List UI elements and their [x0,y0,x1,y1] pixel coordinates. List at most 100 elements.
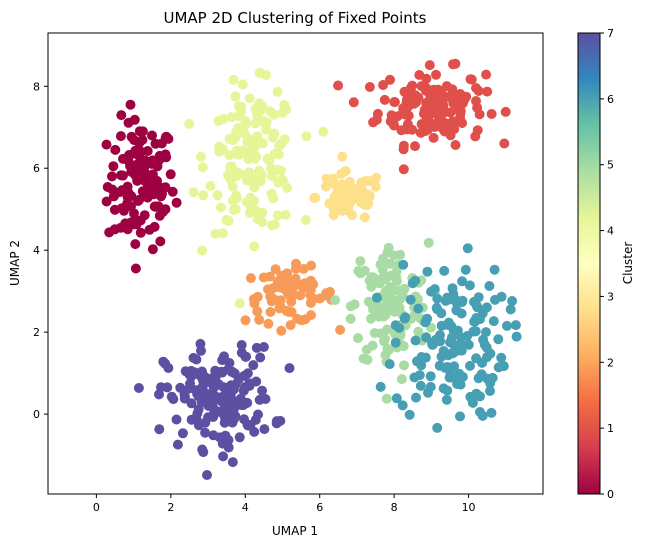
cluster-0-point [148,189,159,200]
cluster-0-point [160,149,171,160]
cluster-4-point [257,138,268,149]
cluster-7-point [259,424,270,435]
cluster-1-point [471,96,481,106]
cluster-1-point [386,110,397,121]
cluster-4-point [257,217,268,228]
cluster-5-point [392,276,402,286]
cluster-7-point [154,389,164,400]
colorbar-tick-label: 2 [607,356,614,369]
cluster-4-point [240,119,251,130]
cluster-2-point [245,273,256,284]
cluster-6-point [425,371,436,382]
cluster-7-point [197,444,208,455]
cluster-2-point [285,320,296,331]
cluster-6-point [485,378,496,389]
cluster-4-point [205,181,216,191]
cluster-7-point [249,426,260,437]
cluster-4-point [249,241,260,252]
cluster-4-point [217,144,228,155]
cluster-3-point [328,173,339,184]
cluster-5-point [361,344,372,355]
cluster-4-point [257,101,268,111]
cluster-4-point [277,107,288,118]
cluster-0-point [122,192,133,202]
cluster-4-point [239,128,250,139]
cluster-5-point [367,279,378,290]
colorbar-tick-label: 5 [607,159,614,172]
cluster-2-point [298,263,309,274]
cluster-1-point [486,109,497,119]
cluster-4-point [228,133,239,144]
cluster-1-point [426,119,437,130]
cluster-0-point [147,244,158,255]
cluster-5-point [382,343,393,354]
cluster-6-point [471,313,482,323]
cluster-0-point [116,170,127,181]
cluster-7-point [239,414,249,425]
cluster-6-point [486,407,497,418]
cluster-0-point [146,181,157,192]
cluster-6-point [421,332,432,343]
cluster-4-point [264,154,275,165]
cluster-1-point [398,144,409,155]
cluster-6-point [436,351,447,362]
cluster-6-point [484,281,495,291]
cluster-4-point [258,117,269,127]
cluster-2-point [335,324,346,335]
cluster-1-point [474,109,485,120]
cluster-2-point [275,295,286,306]
cluster-0-point [140,168,151,179]
cluster-6-point [455,411,465,422]
cluster-0-point [165,169,176,180]
cluster-7-point [239,370,250,381]
x-tick-label: 2 [167,501,174,514]
cluster-2-point [276,270,287,281]
cluster-4-point [226,112,237,122]
cluster-4-point [280,209,291,220]
cluster-2-point [306,310,316,321]
cluster-6-point [375,381,386,392]
cluster-5-point [375,303,386,314]
cluster-2-point [265,307,276,317]
cluster-2-point [301,282,312,293]
cluster-0-point [155,236,166,247]
cluster-7-point [253,409,263,420]
y-tick-label: 8 [33,80,40,93]
cluster-6-point [415,380,426,391]
colorbar-ticks: 0 1 2 3 4 5 6 7 [600,27,614,501]
cluster-1-point [398,103,409,114]
cluster-3-point [336,168,347,179]
cluster-2-point [284,290,295,301]
cluster-4-point [250,205,261,216]
cluster-2-point [252,306,263,317]
cluster-4-point [278,175,288,185]
cluster-2-point [277,280,288,291]
cluster-6-point [371,292,382,303]
cluster-7-point [208,404,219,414]
cluster-0-point [101,139,112,150]
y-tick-label: 6 [33,162,40,175]
colorbar-label: Cluster [621,242,635,285]
cluster-1-point [499,138,510,149]
cluster-4-point [230,204,241,215]
cluster-2-point [296,315,307,326]
cluster-0-point [157,207,168,217]
cluster-3-point [359,212,370,223]
x-tick-label: 0 [93,501,100,514]
cluster-5-point [383,242,394,253]
cluster-7-point [254,394,265,405]
cluster-2-point [258,272,269,283]
cluster-5-point [353,333,363,344]
cluster-1-point [434,119,445,130]
cluster-4-point [224,150,235,161]
cluster-5-point [393,294,404,305]
cluster-0-point [110,144,121,155]
cluster-3-point [355,196,366,207]
cluster-0-point [134,150,145,161]
cluster-6-point [468,326,479,337]
cluster-1-point [333,80,344,91]
cluster-0-point [167,186,178,197]
cluster-1-point [407,80,418,91]
cluster-4-point [265,106,275,117]
cluster-6-point [452,325,463,336]
